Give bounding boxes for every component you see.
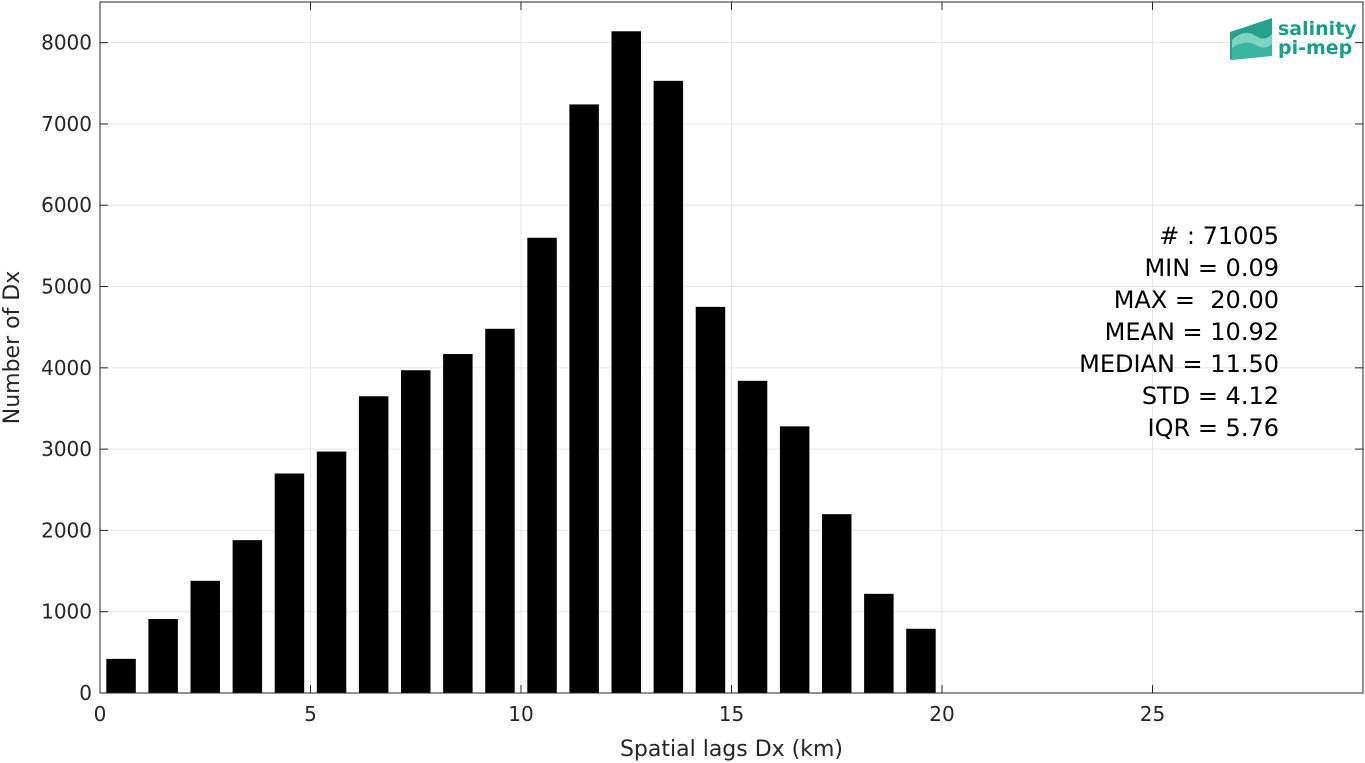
x-tick-label: 25 xyxy=(1140,702,1165,726)
y-tick-label: 0 xyxy=(79,681,92,705)
stat-line: # : 71005 xyxy=(1159,222,1279,250)
logo-text-line1: salinity xyxy=(1278,18,1357,40)
histogram-bar xyxy=(569,104,599,693)
logo-text-line2: pi-mep xyxy=(1278,37,1352,59)
y-ticks: 0 1000 2000 3000 4000 5000 6000 7000 8000 xyxy=(41,31,1363,705)
y-tick-label: 3000 xyxy=(41,437,92,461)
histogram-bar xyxy=(190,580,220,693)
histogram-bar xyxy=(485,328,515,693)
histogram-bar xyxy=(232,540,263,693)
histogram-bar xyxy=(527,237,557,694)
histogram-bar xyxy=(401,370,431,693)
histogram-bar xyxy=(695,306,726,693)
x-tick-label: 5 xyxy=(304,702,317,726)
histogram-bar xyxy=(611,31,641,694)
histogram-bar xyxy=(316,451,347,693)
y-tick-label: 5000 xyxy=(41,275,92,299)
stat-line: MIN = 0.09 xyxy=(1144,254,1279,282)
histogram-bar xyxy=(274,473,305,693)
y-tick-label: 6000 xyxy=(41,193,92,217)
y-axis-label: Number of Dx xyxy=(0,271,25,425)
salinity-pi-mep-logo: salinity pi-mep xyxy=(1230,18,1357,60)
x-tick-label: 20 xyxy=(929,702,954,726)
x-tick-label: 10 xyxy=(508,702,533,726)
wave-logo-icon xyxy=(1230,18,1272,60)
y-tick-label: 4000 xyxy=(41,356,92,380)
histogram-bar xyxy=(779,426,810,693)
histogram-bar xyxy=(864,593,894,693)
y-tick-label: 2000 xyxy=(41,518,92,542)
stat-line: STD = 4.12 xyxy=(1142,382,1279,410)
histogram-bar xyxy=(906,628,936,693)
grid-lines xyxy=(99,2,1363,694)
histogram-bar xyxy=(443,354,473,693)
histogram-bar xyxy=(822,514,852,693)
x-tick-label: 0 xyxy=(94,702,107,726)
x-axis-label: Spatial lags Dx (km) xyxy=(620,737,843,762)
y-tick-label: 8000 xyxy=(41,31,92,55)
stat-line: MEAN = 10.92 xyxy=(1105,318,1279,346)
y-tick-label: 1000 xyxy=(41,600,92,624)
stats-annotation: # : 71005 MIN = 0.09 MAX = 20.00 MEAN = 10.… xyxy=(1079,222,1279,442)
x-ticks: 0 5 10 15 20 25 xyxy=(94,2,1165,726)
histogram-bar xyxy=(358,396,389,693)
stat-line: MEDIAN = 11.50 xyxy=(1079,350,1279,378)
x-tick-label: 15 xyxy=(719,702,744,726)
bars xyxy=(106,31,936,694)
stat-line: MAX = 20.00 xyxy=(1114,286,1279,314)
histogram-bar xyxy=(148,619,178,693)
stat-line: IQR = 5.76 xyxy=(1148,414,1279,442)
histogram-bar xyxy=(106,658,136,693)
histogram-bar xyxy=(653,80,684,694)
histogram-bar xyxy=(737,380,768,693)
y-tick-label: 7000 xyxy=(41,112,92,136)
